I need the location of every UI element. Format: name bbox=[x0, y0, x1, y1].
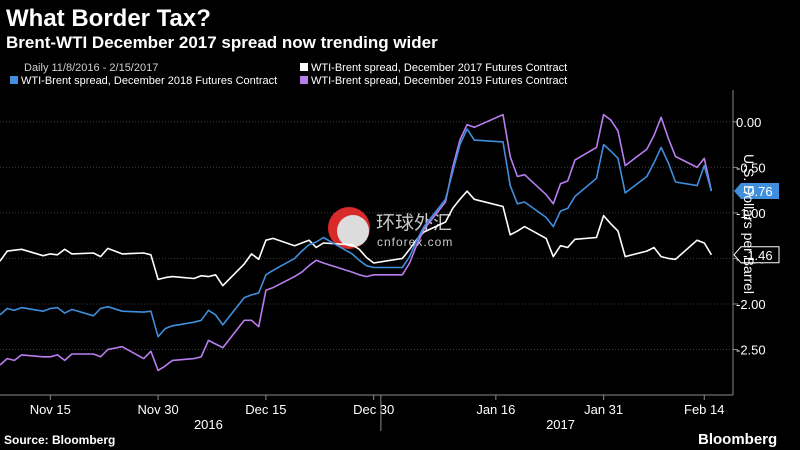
year-label: 2017 bbox=[546, 417, 575, 432]
watermark-logo-inner-icon bbox=[337, 215, 369, 247]
legend-entry: WTI-Brent spread, December 2018 Futures … bbox=[21, 75, 277, 87]
y-axis-title: U.S. Dollars per Barrel bbox=[741, 154, 757, 294]
legend-swatch bbox=[300, 76, 308, 84]
legend-entry: WTI-Brent spread, December 2017 Futures … bbox=[311, 62, 567, 74]
end-label-value: -0.76 bbox=[743, 184, 773, 199]
x-tick-label: Nov 15 bbox=[30, 402, 71, 417]
legend-swatch bbox=[10, 76, 18, 84]
end-label-value: -1.46 bbox=[743, 248, 773, 263]
series bbox=[0, 113, 713, 372]
x-tick-label: Dec 30 bbox=[353, 402, 394, 417]
legend-swatch bbox=[300, 63, 308, 71]
y-tick-label: 0.00 bbox=[736, 115, 761, 130]
y-tick-label: -1.00 bbox=[736, 206, 766, 221]
series-line-1 bbox=[0, 128, 713, 338]
series-line-0 bbox=[0, 190, 713, 287]
source-text: Source: Bloomberg bbox=[4, 433, 115, 447]
x-tick-label: Feb 14 bbox=[684, 402, 724, 417]
legend-date-range: Daily 11/8/2016 - 2/15/2017 bbox=[24, 62, 158, 74]
end-label-box bbox=[733, 246, 780, 264]
year-label: 2016 bbox=[194, 417, 223, 432]
legend-entry: WTI-Brent spread, December 2019 Futures … bbox=[311, 75, 567, 87]
y-tick-label: -2.50 bbox=[736, 342, 766, 357]
y-tick-label: -2.00 bbox=[736, 297, 766, 312]
series-line-2 bbox=[0, 113, 713, 372]
x-tick-label: Jan 31 bbox=[584, 402, 623, 417]
bloomberg-brand: Bloomberg bbox=[698, 431, 777, 448]
end-value-labels: -0.76 -1.46 bbox=[733, 183, 780, 264]
x-axis: Nov 15 Nov 30 Dec 15 Dec 30 Jan 16 Jan 31 Feb … bbox=[0, 394, 733, 432]
watermark-chinese-text: 环球外汇 bbox=[376, 212, 452, 234]
x-tick-label: Jan 16 bbox=[476, 402, 515, 417]
chart-subtitle: Brent-WTI December 2017 spread now trend… bbox=[6, 33, 438, 52]
y-tick-label: -0.50 bbox=[736, 160, 766, 175]
end-label-box bbox=[734, 183, 779, 200]
x-tick-label: Nov 30 bbox=[137, 402, 178, 417]
legend: WTI-Brent spread, December 2017 Futures … bbox=[10, 62, 567, 87]
x-tick-label: Dec 15 bbox=[245, 402, 286, 417]
chart-title: What Border Tax? bbox=[6, 5, 211, 32]
